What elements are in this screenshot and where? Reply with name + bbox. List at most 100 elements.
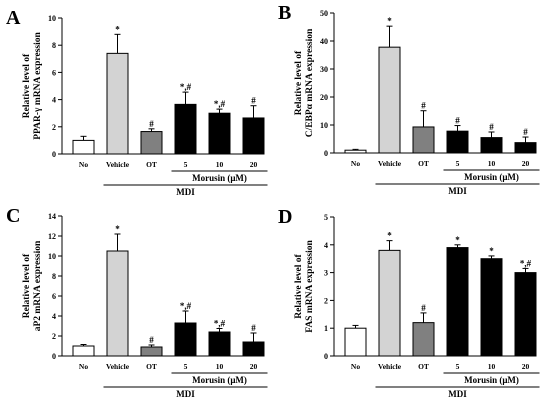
- x-tick-label: No: [351, 159, 360, 168]
- significance-mark: #: [421, 303, 426, 313]
- y-axis-title-line: C/EBPα mRNA expression: [305, 28, 315, 137]
- y-tick-label: 2: [52, 332, 56, 341]
- mdi-label: MDI: [176, 389, 195, 399]
- significance-mark: #: [251, 96, 256, 106]
- x-tick-label: OT: [418, 159, 429, 168]
- significance-mark: #: [149, 119, 154, 129]
- y-tick-label: 0: [324, 149, 328, 158]
- significance-mark: *: [387, 231, 392, 241]
- bar: [174, 322, 197, 357]
- panel-letter: D: [278, 206, 292, 228]
- x-tick-label: 20: [250, 160, 258, 169]
- bar: [242, 117, 265, 155]
- y-tick-label: 8: [52, 41, 56, 50]
- x-tick-label: 5: [456, 362, 460, 371]
- bar: [242, 341, 265, 357]
- y-axis-title-line: FAS mRNA expression: [305, 240, 315, 333]
- significance-mark: *,#: [520, 258, 532, 268]
- significance-mark: #: [455, 116, 460, 126]
- significance-mark: *: [455, 235, 460, 245]
- y-tick-label: 4: [52, 96, 56, 105]
- significance-mark: *,#: [214, 319, 226, 329]
- mdi-label: MDI: [448, 186, 467, 196]
- bar: [72, 345, 95, 357]
- y-tick-label: 0: [52, 150, 56, 159]
- x-tick-label: 10: [216, 160, 224, 169]
- x-tick-label: 20: [522, 362, 530, 371]
- y-tick-label: 6: [52, 68, 56, 77]
- morusin-label: Morusin (μM): [464, 375, 519, 385]
- x-tick-label: 20: [250, 362, 258, 371]
- bar: [514, 272, 537, 357]
- bar: [446, 130, 469, 154]
- bar: [480, 137, 503, 154]
- significance-mark: *: [489, 246, 494, 256]
- x-tick-label: Vehicle: [106, 160, 130, 169]
- panel-letter: A: [6, 7, 21, 29]
- bar: [72, 139, 95, 155]
- y-tick-label: 1: [324, 324, 328, 333]
- bar: [174, 103, 197, 155]
- y-tick-label: 2: [324, 296, 328, 305]
- bar: [208, 331, 231, 357]
- x-tick-label: Vehicle: [378, 362, 402, 371]
- x-tick-label: No: [79, 362, 88, 371]
- x-tick-label: OT: [418, 362, 429, 371]
- significance-mark: #: [251, 323, 256, 333]
- x-tick-label: 5: [456, 159, 460, 168]
- y-tick-label: 10: [320, 121, 328, 130]
- significance-mark: *,#: [214, 99, 226, 109]
- y-tick-label: 30: [320, 65, 328, 74]
- mdi-label: MDI: [448, 389, 467, 399]
- y-tick-label: 0: [52, 352, 56, 361]
- y-axis-title-line: PPAR-γ mRNA expression: [33, 32, 43, 140]
- panel-a: A Relative level of PPAR-γ mRNA expression…: [6, 7, 268, 197]
- y-axis-title-line: Relative level of: [294, 253, 304, 318]
- panel-c: C Relative level of aP2 mRNA expression 0 2 4…: [6, 205, 268, 399]
- mdi-label: MDI: [176, 187, 195, 197]
- y-tick-label: 10: [48, 14, 56, 23]
- significance-mark: *,#: [180, 301, 192, 311]
- significance-mark: #: [421, 101, 426, 111]
- y-tick-label: 6: [52, 292, 56, 301]
- bar: [412, 126, 435, 154]
- y-tick-label: 4: [52, 312, 56, 321]
- x-tick-label: 10: [488, 159, 496, 168]
- morusin-label: Morusin (μM): [192, 173, 247, 183]
- y-tick-label: 0: [324, 352, 328, 361]
- x-tick-label: OT: [146, 160, 157, 169]
- x-tick-label: OT: [146, 362, 157, 371]
- panel-letter: B: [278, 2, 291, 24]
- significance-mark: #: [149, 335, 154, 345]
- y-tick-label: 2: [52, 123, 56, 132]
- morusin-label: Morusin (μM): [192, 375, 247, 385]
- y-tick-label: 8: [52, 272, 56, 281]
- significance-mark: #: [523, 127, 528, 137]
- y-axis-title-line: Relative level of: [294, 50, 304, 115]
- x-tick-label: Vehicle: [106, 362, 130, 371]
- bar: [480, 258, 503, 357]
- bar: [208, 112, 231, 155]
- bar: [344, 327, 367, 357]
- bar: [140, 346, 163, 357]
- panel-b: B Relative level of C/EBPα mRNA expression…: [278, 2, 540, 196]
- significance-mark: *: [115, 224, 120, 234]
- x-tick-label: Vehicle: [378, 159, 402, 168]
- x-tick-label: 5: [184, 160, 188, 169]
- x-tick-label: 5: [184, 362, 188, 371]
- significance-mark: *: [115, 24, 120, 34]
- bar: [140, 131, 163, 155]
- y-tick-label: 12: [48, 232, 56, 241]
- panel-d: D Relative level of FAS mRNA expression 0 1 2…: [278, 206, 540, 399]
- y-tick-label: 50: [320, 9, 328, 18]
- y-axis-title-line: Relative level of: [22, 253, 32, 318]
- bar: [412, 322, 435, 357]
- x-tick-label: 10: [216, 362, 224, 371]
- y-tick-label: 20: [320, 93, 328, 102]
- x-tick-label: 20: [522, 159, 530, 168]
- y-axis-title-line: aP2 mRNA expression: [33, 240, 43, 331]
- y-tick-label: 3: [324, 269, 328, 278]
- bar: [106, 52, 129, 155]
- x-tick-label: No: [79, 160, 88, 169]
